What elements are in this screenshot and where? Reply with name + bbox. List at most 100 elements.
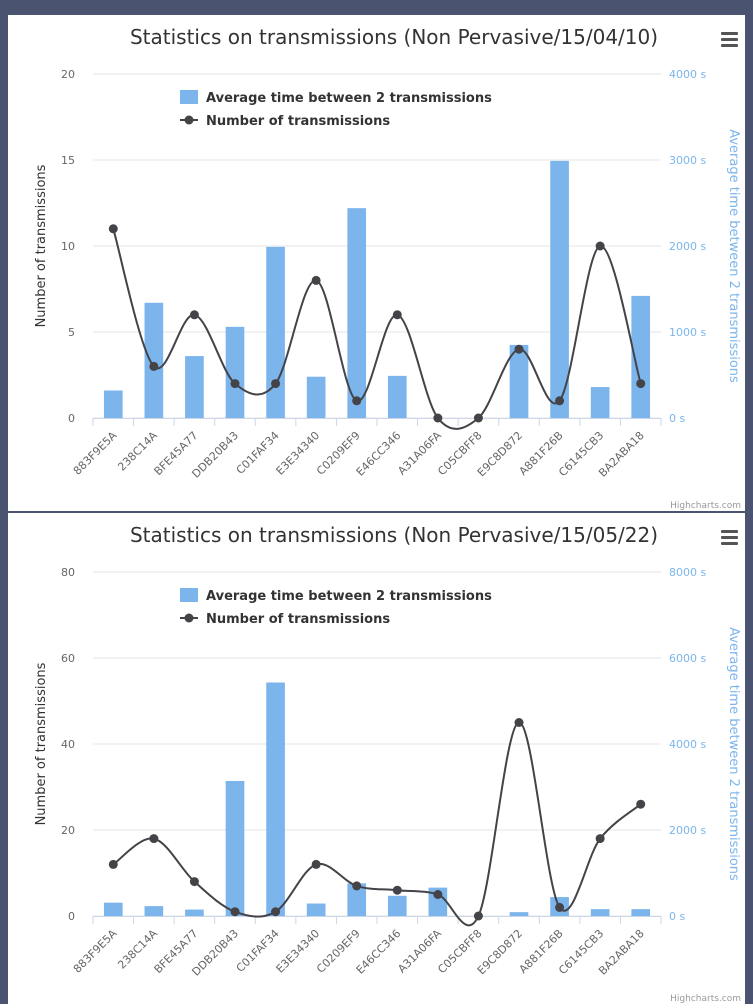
chart-1: Statistics on transmissions (Non Pervasi… <box>34 25 741 511</box>
line-point-883F9E5A[interactable] <box>108 859 118 869</box>
y2-axis-tick-label: 4000 s <box>669 738 706 751</box>
menu-icon-bar <box>721 542 738 545</box>
bar-C01FAF34[interactable] <box>266 246 285 418</box>
line-point-A31A06FA[interactable] <box>433 890 443 899</box>
legend-label: Average time between 2 transmissions <box>206 91 492 106</box>
menu-icon-bar <box>721 38 738 41</box>
bar-A31A06FA[interactable] <box>428 887 448 916</box>
line-point-E46CC346[interactable] <box>392 310 402 320</box>
bar-883F9E5A[interactable] <box>103 902 123 916</box>
credits-link[interactable]: Highcharts.com <box>670 501 741 511</box>
line-point-C01FAF34[interactable] <box>271 379 281 389</box>
y2-axis-tick-label: 0 s <box>669 412 685 425</box>
hamburger-menu-icon[interactable] <box>721 530 738 545</box>
bar-E46CC346[interactable] <box>387 375 407 418</box>
y2-axis-title: Average time between 2 transmissions <box>726 129 741 383</box>
chart-panel-2: Statistics on transmissions (Non Pervasi… <box>8 513 745 1004</box>
y2-axis-tick-label: 6000 s <box>669 652 706 665</box>
line-point-238C14A[interactable] <box>149 834 159 844</box>
line-point-E3E34340[interactable] <box>311 859 321 869</box>
bar-C6145CB3[interactable] <box>590 387 610 418</box>
legend-item-average-time[interactable]: Average time between 2 transmissions <box>180 90 492 106</box>
legend-label: Number of transmissions <box>206 114 390 129</box>
line-point-E46CC346[interactable] <box>392 885 402 895</box>
legend-bar-swatch <box>180 588 198 602</box>
y-axis-tick-label: 40 <box>61 738 75 751</box>
bar-238C14A[interactable] <box>144 302 164 418</box>
y2-axis-tick-label: 3000 s <box>669 154 706 167</box>
line-point-C05CBFF8[interactable] <box>473 413 483 423</box>
line-point-883F9E5A[interactable] <box>108 224 118 234</box>
bar-A881F26B[interactable] <box>550 160 569 419</box>
chart-2: Statistics on transmissions (Non Pervasi… <box>34 523 741 1004</box>
y-axis-title: Number of transmissions <box>34 164 49 327</box>
chart-panel-1: Statistics on transmissions (Non Pervasi… <box>8 15 745 511</box>
line-point-BA2ABA18[interactable] <box>636 799 646 809</box>
bar-C0209EF9[interactable] <box>347 883 367 916</box>
menu-icon-bar <box>721 32 738 35</box>
y-axis-tick-label: 80 <box>61 566 75 579</box>
line-point-C6145CB3[interactable] <box>595 834 605 844</box>
y2-axis-tick-label: 0 s <box>669 910 685 923</box>
bar-E9C8D872[interactable] <box>509 344 529 418</box>
y-axis-tick-label: 5 <box>68 326 75 339</box>
y-axis-tick-label: 10 <box>61 240 75 253</box>
line-point-C01FAF34[interactable] <box>271 907 281 917</box>
line-point-A31A06FA[interactable] <box>433 413 443 423</box>
credits-link[interactable]: Highcharts.com <box>670 994 741 1004</box>
bar-BFE45A77[interactable] <box>185 909 204 916</box>
bar-238C14A[interactable] <box>144 906 164 916</box>
bar-E3E34340[interactable] <box>306 903 326 916</box>
line-point-BFE45A77[interactable] <box>189 877 199 887</box>
y2-axis-title: Average time between 2 transmissions <box>726 627 741 881</box>
legend-item-average-time[interactable]: Average time between 2 transmissions <box>180 588 492 604</box>
chart-title: Statistics on transmissions (Non Pervasi… <box>130 25 658 49</box>
bar-DDB20B43[interactable] <box>225 780 245 916</box>
y2-axis-tick-label: 1000 s <box>669 326 706 339</box>
legend-line-marker <box>184 613 194 623</box>
bar-E9C8D872[interactable] <box>509 912 529 916</box>
line-point-A881F26B[interactable] <box>555 396 565 406</box>
bar-883F9E5A[interactable] <box>103 390 123 418</box>
legend-item-number-of-transmissions[interactable]: Number of transmissions <box>180 114 390 129</box>
line-point-C6145CB3[interactable] <box>595 241 605 251</box>
line-point-A881F26B[interactable] <box>555 902 565 912</box>
line-point-E9C8D872[interactable] <box>514 718 524 727</box>
line-point-DDB20B43[interactable] <box>230 907 240 917</box>
bar-BFE45A77[interactable] <box>185 356 204 418</box>
hamburger-menu-icon[interactable] <box>721 32 738 47</box>
x-axis-tick-label: E46CC346 <box>354 429 404 479</box>
bar-DDB20B43[interactable] <box>225 326 245 418</box>
line-point-C0209EF9[interactable] <box>352 881 362 891</box>
bar-C0209EF9[interactable] <box>347 208 367 418</box>
y-axis-tick-label: 20 <box>61 68 75 81</box>
legend-item-number-of-transmissions[interactable]: Number of transmissions <box>180 612 390 627</box>
y2-axis-tick-label: 4000 s <box>669 68 706 81</box>
menu-icon-bar <box>721 536 738 539</box>
bar-E46CC346[interactable] <box>387 895 407 916</box>
bar-C6145CB3[interactable] <box>590 909 610 916</box>
y-axis-tick-label: 0 <box>68 910 75 923</box>
bar-C01FAF34[interactable] <box>266 682 285 916</box>
y2-axis-tick-label: 8000 s <box>669 566 706 579</box>
line-point-E9C8D872[interactable] <box>514 344 524 354</box>
bar-BA2ABA18[interactable] <box>631 909 651 916</box>
y-axis-tick-label: 20 <box>61 824 75 837</box>
legend-label: Number of transmissions <box>206 612 390 627</box>
line-point-C0209EF9[interactable] <box>352 396 362 406</box>
y-axis-tick-label: 15 <box>61 154 75 167</box>
bar-BA2ABA18[interactable] <box>631 295 651 418</box>
y2-axis-tick-label: 2000 s <box>669 240 706 253</box>
line-point-238C14A[interactable] <box>149 361 159 371</box>
bar-E3E34340[interactable] <box>306 376 326 418</box>
y-axis-title: Number of transmissions <box>34 662 49 825</box>
legend-bar-swatch <box>180 90 198 104</box>
line-point-E3E34340[interactable] <box>311 275 321 285</box>
line-point-C05CBFF8[interactable] <box>473 911 483 921</box>
x-axis-tick-label: 883F9E5A <box>71 429 120 478</box>
line-point-DDB20B43[interactable] <box>230 379 240 389</box>
line-point-BFE45A77[interactable] <box>189 310 199 320</box>
menu-icon-bar <box>721 44 738 47</box>
line-point-BA2ABA18[interactable] <box>636 379 646 389</box>
